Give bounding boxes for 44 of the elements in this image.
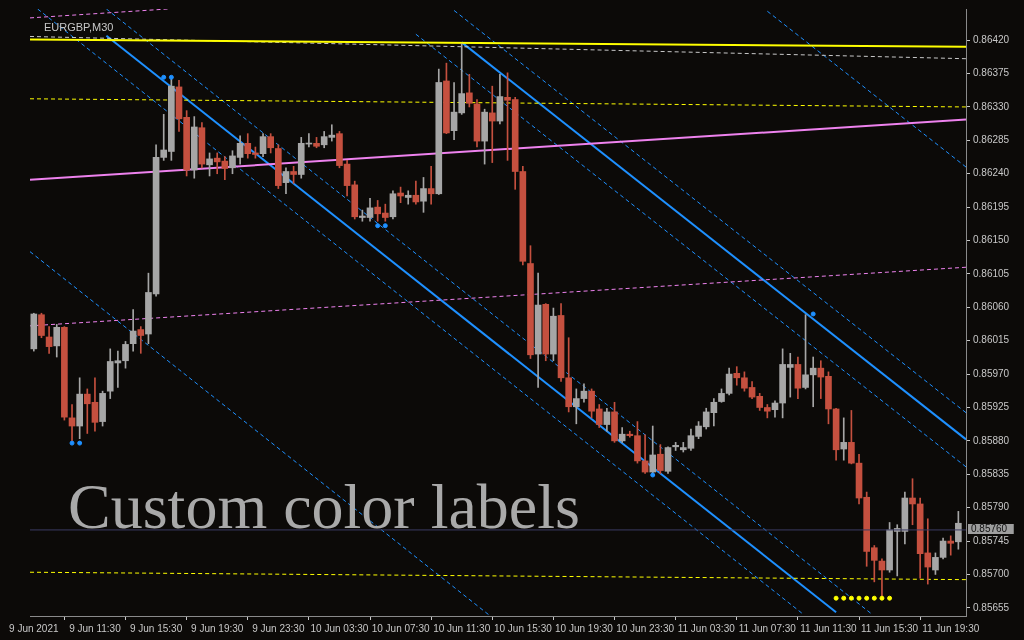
x-tick-label: 10 Jun 07:30 [371,622,430,634]
y-tick-label: 0.86195 [973,200,1010,212]
x-tick-label: 9 Jun 2021 [9,622,59,634]
x-tick-label: 10 Jun 19:30 [555,622,614,634]
y-tick-label: 0.86330 [973,100,1010,112]
y-tick-label: 0.86105 [973,267,1010,279]
y-tick-label: 0.86420 [973,33,1010,45]
x-tick-label: 9 Jun 23:30 [252,622,305,634]
x-tick-label: 9 Jun 19:30 [191,622,244,634]
y-tick-label: 0.85925 [973,401,1010,413]
x-tick-label: 11 Jun 15:30 [861,622,919,634]
y-tick-label: 0.85835 [973,468,1010,480]
x-tick-label: 9 Jun 11:30 [69,622,122,634]
y-tick-label: 0.86285 [973,134,1010,146]
x-tick-label: 11 Jun 11:30 [800,622,858,634]
x-tick-label: 10 Jun 23:30 [616,622,675,634]
candlestick [137,326,145,354]
y-tick-label: 0.86150 [973,234,1010,246]
candlestick [488,85,496,163]
y-tick-label: 0.85880 [973,434,1010,446]
x-tick-label: 10 Jun 03:30 [310,622,369,634]
y-tick-label: 0.86375 [973,67,1010,79]
y-tick-label: 0.86015 [973,334,1010,346]
x-tick-label: 11 Jun 03:30 [677,622,736,634]
candlestick [427,165,435,205]
y-tick-label: 0.85790 [973,501,1010,513]
y-tick-label: 0.86060 [973,301,1010,313]
candlestick [947,535,955,556]
y-tick-label: 0.85970 [973,367,1010,379]
candlestick [404,190,412,205]
candlestick [809,356,817,408]
candlestick [840,417,848,461]
x-tick-label: 10 Jun 11:30 [433,622,491,634]
x-tick-label: 11 Jun 19:30 [922,622,980,634]
y-tick-label: 0.85655 [973,601,1010,613]
y-tick-label: 0.85745 [973,534,1010,546]
y-tick-label: 0.85700 [973,568,1010,580]
y-tick-label: 0.86240 [973,167,1010,179]
ref-line-label: 0.85760 [971,522,1008,534]
x-tick-label: 11 Jun 07:30 [738,622,797,634]
annotation: Custom color labels [68,470,580,542]
text: EURGBP,M30 [44,20,114,33]
x-tick-label: 9 Jun 15:30 [129,622,183,634]
x-tick-label: 10 Jun 15:30 [493,622,553,634]
